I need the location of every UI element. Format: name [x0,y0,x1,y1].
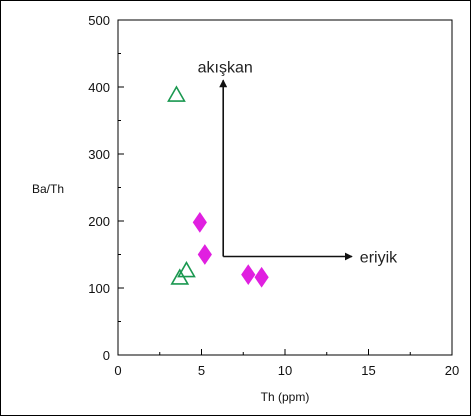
y-axis: 0 100 200 300 400 500 [88,13,124,363]
y-tick-label: 500 [88,13,110,28]
y-axis-title: Ba/Th [32,182,64,196]
y-tick-label: 200 [88,214,110,229]
plot-area [117,19,453,356]
x-axis-title: Th (ppm) [261,390,310,404]
y-tick-label: 100 [88,281,110,296]
diamond-point [241,264,256,285]
x-axis: 0 5 10 15 20 [114,349,459,378]
x-tick-label: 15 [361,363,375,378]
triangle-point [177,260,196,278]
x-tick-label: 5 [198,363,205,378]
diamond-point [197,244,212,265]
y-tick-label: 0 [103,348,110,363]
triangle-point [167,85,186,102]
data-points [167,85,269,288]
annotation-label: eriyik [360,250,398,267]
y-tick-label: 400 [88,80,110,95]
diamond-point [254,266,269,288]
annotation-label: akışkan [198,59,253,76]
annotations: akışkan eriyik [198,59,398,266]
triangle-point [170,268,190,285]
x-tick-label: 0 [114,363,121,378]
diamond-point [192,211,207,233]
x-tick-label: 10 [278,363,292,378]
x-tick-label: 20 [445,363,459,378]
y-tick-label: 300 [88,147,110,162]
